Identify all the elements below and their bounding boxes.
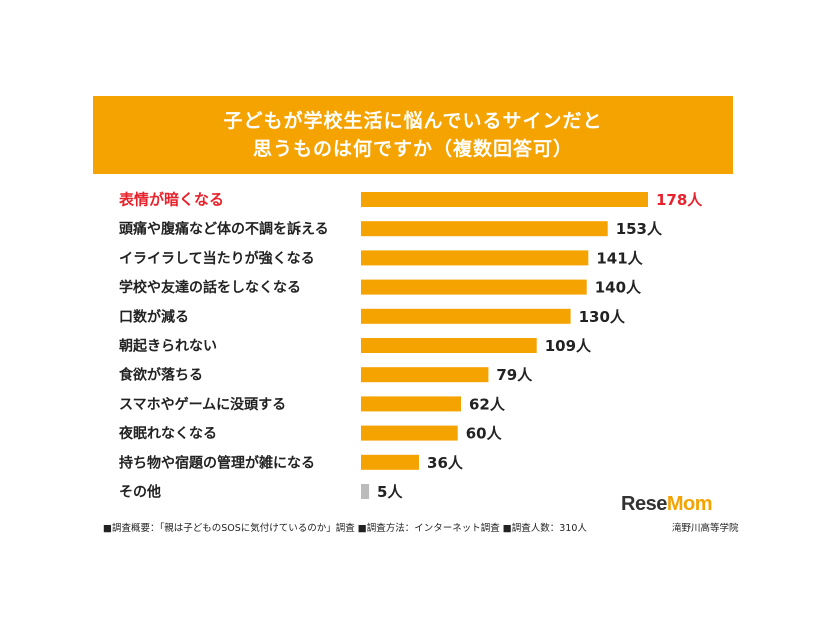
category-label: 食欲が落ちる <box>119 367 203 384</box>
chart-title-line-2: 思うものは何ですか（複数回答可） <box>252 138 573 160</box>
bar <box>361 454 419 470</box>
category-label: 夜眠れなくなる <box>118 425 217 442</box>
bar <box>361 338 537 353</box>
bar <box>361 396 461 412</box>
value-label: 5人 <box>377 483 403 501</box>
chart-title-line-1: 子どもが学校生活に悩んでいるサインだと <box>223 110 603 132</box>
chart-title-banner: 子どもが学校生活に悩んでいるサインだと 思うものは何ですか（複数回答可） <box>93 96 733 174</box>
value-label: 36人 <box>427 454 464 472</box>
value-label: 178人 <box>656 191 703 209</box>
category-label: イライラして当たりが強くなる <box>119 250 315 267</box>
bar <box>361 308 571 324</box>
value-label: 153人 <box>616 220 663 238</box>
resemom-logo: ReseMom <box>621 493 731 517</box>
category-label: 朝起きられない <box>119 338 217 355</box>
category-label: 頭痛や腹痛など体の不調を訴える <box>119 221 329 238</box>
bar <box>361 484 370 499</box>
category-label: スマホやゲームに没頭する <box>119 396 286 413</box>
logo-text-1: Rese <box>621 493 667 515</box>
source-label: 滝野川高等学院 <box>672 523 739 534</box>
value-label: 130人 <box>579 308 626 326</box>
category-label: その他 <box>119 484 161 501</box>
value-label: 109人 <box>545 337 592 355</box>
bar <box>361 250 589 266</box>
bar <box>361 279 587 295</box>
logo-text-2: Mom <box>666 493 713 515</box>
category-label: 持ち物や宿題の管理が雑になる <box>119 454 315 471</box>
category-label: 口数が減る <box>119 308 189 325</box>
value-label: 141人 <box>596 249 643 267</box>
bar <box>361 192 648 207</box>
category-label: 学校や友達の話をしなくなる <box>119 279 301 296</box>
value-label: 79人 <box>496 366 533 384</box>
value-label: 140人 <box>595 279 642 297</box>
bar <box>361 367 489 383</box>
value-label: 60人 <box>466 425 503 443</box>
value-label: 62人 <box>469 395 506 413</box>
survey-footnote: ■調査概要：「親は子どものSOSに気付けているのか」調査 ■調査方法：インターネ… <box>103 523 587 534</box>
bar <box>361 425 458 441</box>
bar <box>361 221 608 237</box>
category-label: 表情が暗くなる <box>119 191 224 209</box>
